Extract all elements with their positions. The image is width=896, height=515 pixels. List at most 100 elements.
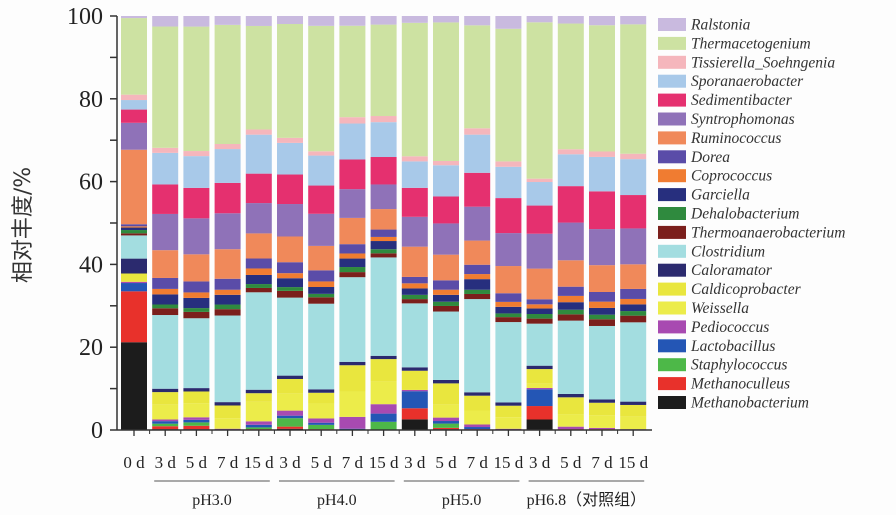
- bar-segment-pediococcus: [370, 404, 397, 414]
- bar-segment-caldicoprobacter: [589, 402, 615, 416]
- bar-segment-garciella: [589, 307, 615, 315]
- bar-segment-pediococcus: [152, 419, 179, 422]
- legend-item: Tissierella_Soehngenia: [658, 54, 835, 71]
- bar-segment-thermoanaerobacterium: [277, 290, 303, 298]
- bar-segment-weissella: [277, 393, 303, 411]
- bar-segment-clostridium: [277, 297, 303, 376]
- bar-segment-dorea: [495, 293, 522, 302]
- legend-swatch: [658, 225, 686, 239]
- bar-segment-dehalobacterium: [308, 293, 335, 298]
- legend-item: Syntrophomonas: [658, 111, 795, 128]
- bar-segment-coprococcus: [370, 236, 397, 242]
- bar-segment-dehalobacterium: [620, 311, 647, 316]
- bar-segment-caloramator: [401, 367, 428, 371]
- bar-segment-tissierella-soehngenia: [121, 94, 147, 101]
- bar-segment-pediococcus: [277, 410, 303, 416]
- bar-segment-pediococcus: [589, 427, 615, 430]
- bar-segment-dorea: [121, 224, 147, 227]
- bar-segment-pediococcus: [121, 281, 147, 284]
- bar-segment-dorea: [245, 258, 272, 269]
- bar-segment-sedimentibacter: [433, 196, 459, 224]
- bar-segment-thermoanaerobacterium: [495, 317, 522, 323]
- bar-stack: [121, 16, 147, 430]
- x-tick-label: 3 d: [155, 453, 177, 472]
- bar-segment-sporanaerobacter: [245, 134, 272, 174]
- bar-segment-ruminococcus: [589, 265, 615, 292]
- legend-item: Thermoanaerobacterium: [658, 224, 845, 241]
- bar-segment-syntrophomonas: [277, 204, 303, 237]
- bar-segment-sedimentibacter: [183, 187, 210, 219]
- bar-segment-clostridium: [464, 299, 491, 393]
- bar-segment-methanoculleus: [526, 406, 553, 420]
- bar-segment-dehalobacterium: [557, 309, 584, 315]
- bar-segment-ralstonia: [464, 16, 491, 26]
- bar-segment-dehalobacterium: [495, 313, 522, 318]
- bar-segment-methanobacterium: [526, 419, 553, 430]
- bar-segment-syntrophomonas: [183, 218, 210, 255]
- bar-segment-ralstonia: [433, 16, 459, 23]
- x-tick-label: 7 d: [591, 453, 613, 472]
- bar-segment-dorea: [557, 286, 584, 296]
- y-tick-label: 80: [79, 87, 103, 113]
- bar-segment-caldicoprobacter: [121, 273, 147, 282]
- bar-segment-weissella: [495, 417, 522, 429]
- bar-segment-pediococcus: [464, 424, 491, 428]
- bar-segment-ralstonia: [557, 16, 584, 24]
- bar-segment-ruminococcus: [401, 246, 428, 277]
- bar-segment-tissierella-soehngenia: [401, 156, 428, 162]
- bar-segment-thermoanaerobacterium: [214, 309, 241, 316]
- bar-segment-syntrophomonas: [370, 184, 397, 210]
- bar-segment-sporanaerobacter: [183, 156, 210, 188]
- bar-segment-sedimentibacter: [464, 172, 491, 207]
- bar-segment-tissierella-soehngenia: [370, 116, 397, 123]
- bar-segment-clostridium: [620, 322, 647, 402]
- bar-segment-thermoanaerobacterium: [245, 287, 272, 293]
- bar-segment-dorea: [339, 244, 366, 254]
- bar-segment-staphylococcus: [370, 421, 397, 430]
- bar-segment-caldicoprobacter: [152, 392, 179, 405]
- x-ticks: 0 d 3 d 5 d 7 d 15 d 3 d 5 d 7 d 15 d 3 d 5 d 7 d 15…: [123, 430, 649, 472]
- bar-segment-garciella: [464, 279, 491, 290]
- bar-stack: [308, 16, 335, 430]
- bar-segment-lactobacillus: [526, 389, 553, 407]
- legend-label: Dehalobacterium: [690, 206, 799, 223]
- x-tick-label: 5 d: [435, 453, 457, 472]
- bar-segment-weissella: [620, 416, 647, 430]
- bar-stack: [152, 16, 179, 430]
- bar-segment-ruminococcus: [464, 240, 491, 265]
- bar-segment-garciella: [526, 308, 553, 314]
- bar-segment-sedimentibacter: [557, 186, 584, 223]
- bar-segment-syntrophomonas: [589, 229, 615, 266]
- bar-segment-clostridium: [526, 323, 553, 366]
- bar-segment-dehalobacterium: [245, 284, 272, 288]
- bar-segment-ruminococcus: [214, 249, 241, 279]
- bar-segment-dehalobacterium: [152, 304, 179, 309]
- legend-label: Dorea: [690, 149, 730, 166]
- bar-segment-coprococcus: [214, 289, 241, 295]
- bar-segment-caldicoprobacter: [620, 404, 647, 417]
- bar-segment-weissella: [464, 410, 491, 425]
- bar-segment-thermoanaerobacterium: [433, 305, 459, 312]
- bar-stack: [370, 16, 397, 430]
- bar-segment-tissierella-soehngenia: [620, 153, 647, 160]
- bar-segment-dehalobacterium: [214, 304, 241, 310]
- bar-segment-garciella: [620, 304, 647, 312]
- bar-segment-ralstonia: [277, 16, 303, 25]
- bar-segment-syntrophomonas: [495, 233, 522, 267]
- bar-segment-pediococcus: [526, 387, 553, 390]
- group-label: pH4.0: [317, 492, 357, 509]
- bar-segment-weissella: [152, 404, 179, 420]
- bar-segment-caldicoprobacter: [277, 378, 303, 394]
- legend-label: Caldicoprobacter: [691, 281, 802, 298]
- bar-segment-tissierella-soehngenia: [214, 144, 241, 150]
- x-tick-label: 5 d: [560, 453, 582, 472]
- legend-swatch: [658, 36, 686, 50]
- bar-segment-thermacetogenium: [495, 28, 522, 162]
- legend-label: Methanoculleus: [690, 376, 790, 393]
- legend-item: Lactobacillus: [658, 338, 775, 355]
- bar-segment-tissierella-soehngenia: [277, 137, 303, 143]
- bar-segment-ruminococcus: [620, 264, 647, 289]
- y-tick-label: 40: [79, 252, 103, 278]
- bar-segment-ruminococcus: [152, 250, 179, 278]
- bar-segment-coprococcus: [401, 283, 428, 289]
